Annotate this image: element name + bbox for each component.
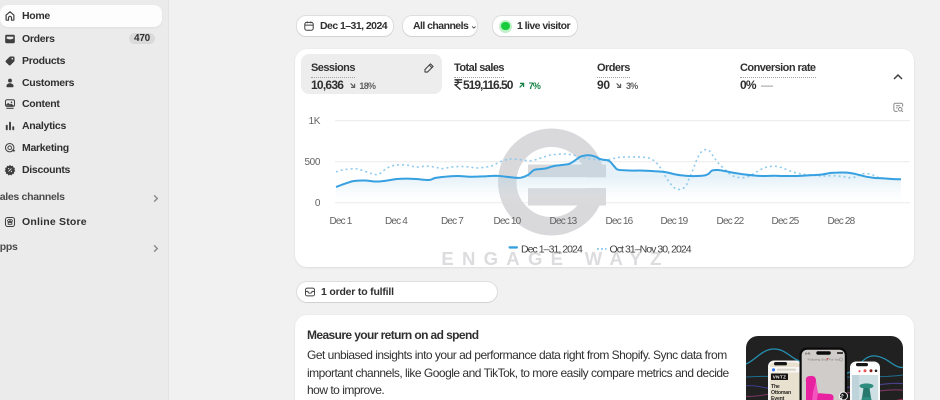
svg-text:Dec 4: Dec 4	[385, 216, 408, 227]
svg-text:9:41: 9:41	[805, 352, 811, 356]
svg-text:1K: 1K	[309, 116, 321, 127]
svg-text:Dec 25: Dec 25	[772, 216, 800, 227]
svg-text:Dec 10: Dec 10	[494, 216, 522, 227]
svg-text:0: 0	[315, 198, 321, 209]
svg-text:Dec 1: Dec 1	[329, 216, 352, 227]
svg-text:Dec 28: Dec 28	[828, 216, 856, 227]
svg-text:Oct 31–Nov 30, 2024: Oct 31–Nov 30, 2024	[610, 244, 692, 256]
svg-text:Dec 22: Dec 22	[717, 216, 745, 227]
svg-text:Dec 13: Dec 13	[550, 216, 578, 227]
svg-text:Ottoman: Ottoman	[771, 390, 791, 396]
svg-text:Event: Event	[771, 396, 785, 400]
svg-text:Dec 19: Dec 19	[661, 216, 689, 227]
svg-text:The: The	[771, 384, 780, 390]
svg-text:Dec 7: Dec 7	[441, 216, 464, 227]
svg-text:VNTZ: VNTZ	[773, 375, 787, 380]
svg-text:ENGAGE WAYZ: ENGAGE WAYZ	[441, 248, 669, 267]
svg-text:Dec 1–31, 2024: Dec 1–31, 2024	[521, 244, 583, 256]
svg-text:500: 500	[305, 157, 321, 168]
svg-text:Following Shop For You: Following Shop For You	[808, 358, 840, 362]
svg-text:Dec 16: Dec 16	[606, 216, 634, 227]
